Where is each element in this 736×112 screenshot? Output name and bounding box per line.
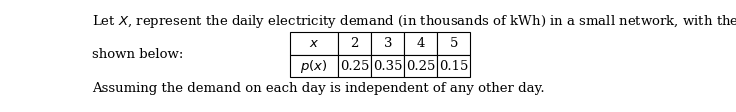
Text: 0.25: 0.25 [340,60,369,73]
Bar [404,55,437,77]
Text: 2: 2 [350,37,359,50]
Text: 3: 3 [383,37,392,50]
Text: $p(x)$: $p(x)$ [300,58,328,75]
Text: $x$: $x$ [308,37,319,50]
Bar [404,32,437,55]
Bar [290,55,338,77]
Bar [338,32,371,55]
Text: Let $X$, represent the daily electricity demand (in thousands of kWh) in a small: Let $X$, represent the daily electricity… [92,13,736,30]
Bar [371,32,404,55]
Bar [437,32,470,55]
Text: 0.35: 0.35 [373,60,403,73]
Text: shown below:: shown below: [92,48,183,61]
Text: 4: 4 [417,37,425,50]
Text: 0.25: 0.25 [406,60,436,73]
Text: 5: 5 [450,37,458,50]
Text: Assuming the demand on each day is independent of any other day.: Assuming the demand on each day is indep… [92,82,545,95]
Bar [338,55,371,77]
Text: 0.15: 0.15 [439,60,469,73]
Bar [437,55,470,77]
Bar [371,55,404,77]
Bar [290,32,338,55]
